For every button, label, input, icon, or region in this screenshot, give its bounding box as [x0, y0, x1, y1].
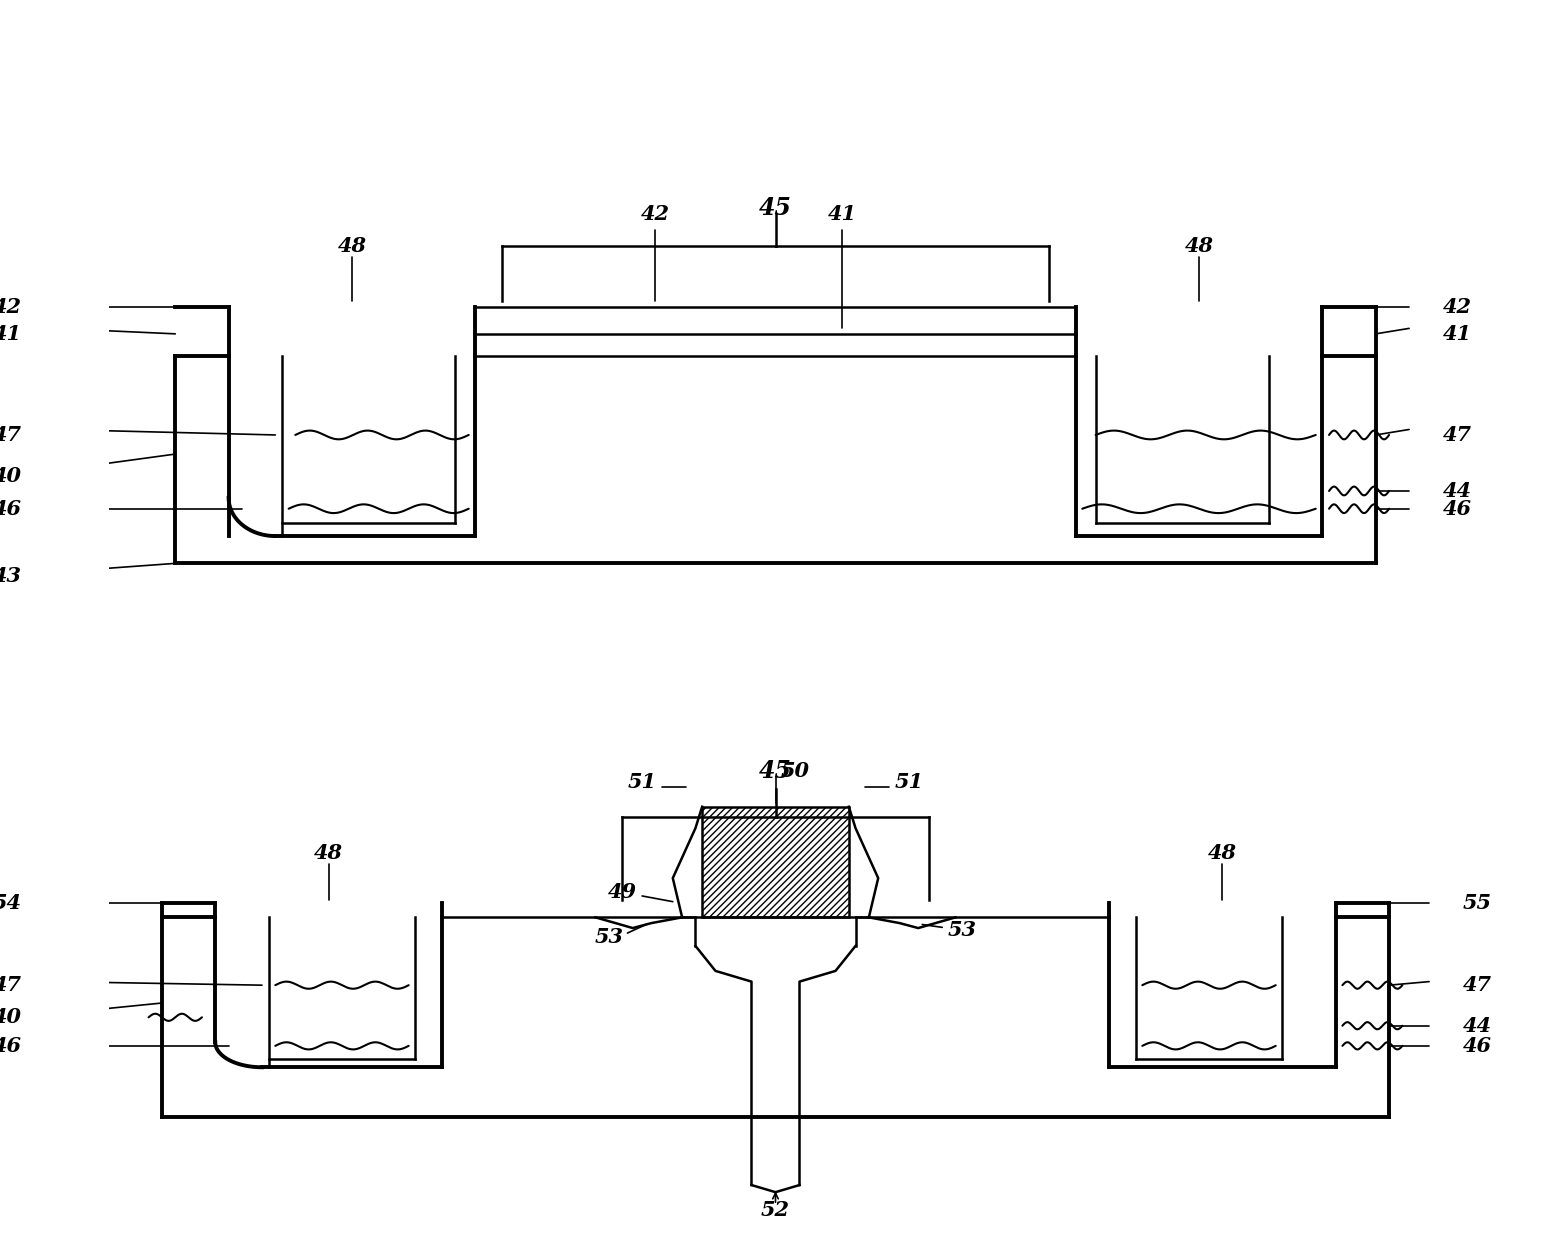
Text: 48: 48 — [1208, 843, 1236, 863]
Text: 41: 41 — [0, 324, 22, 344]
Text: 41: 41 — [1442, 324, 1472, 344]
Text: 48: 48 — [338, 236, 366, 256]
Text: 44: 44 — [1442, 481, 1472, 501]
Text: 46: 46 — [0, 1036, 22, 1056]
Text: 47: 47 — [0, 975, 22, 995]
Text: 51: 51 — [628, 771, 656, 791]
Text: 52: 52 — [762, 1200, 789, 1220]
Text: 42: 42 — [1442, 297, 1472, 317]
Text: 47: 47 — [1463, 975, 1492, 995]
Text: 46: 46 — [0, 499, 22, 519]
Text: 42: 42 — [0, 297, 22, 317]
Text: 47: 47 — [1442, 425, 1472, 445]
Text: 47: 47 — [0, 425, 22, 445]
Text: 41: 41 — [828, 204, 856, 224]
Text: 44: 44 — [1463, 1016, 1492, 1036]
Bar — [703, 807, 848, 918]
Text: 51: 51 — [895, 771, 923, 791]
Text: 45: 45 — [758, 196, 793, 220]
Text: 40: 40 — [0, 1007, 22, 1027]
Text: 54: 54 — [0, 893, 22, 913]
Text: 48: 48 — [1185, 236, 1213, 256]
Text: 53: 53 — [594, 928, 624, 948]
Text: 46: 46 — [1442, 499, 1472, 519]
Text: 50: 50 — [782, 761, 810, 781]
Text: 48: 48 — [315, 843, 343, 863]
Text: 46: 46 — [1463, 1036, 1492, 1056]
Text: 45: 45 — [758, 759, 793, 782]
Text: 53: 53 — [948, 920, 977, 940]
Text: 42: 42 — [641, 204, 670, 224]
Text: 43: 43 — [0, 566, 22, 586]
Text: 49: 49 — [608, 882, 636, 903]
Text: 55: 55 — [1463, 893, 1492, 913]
Text: 40: 40 — [0, 466, 22, 486]
